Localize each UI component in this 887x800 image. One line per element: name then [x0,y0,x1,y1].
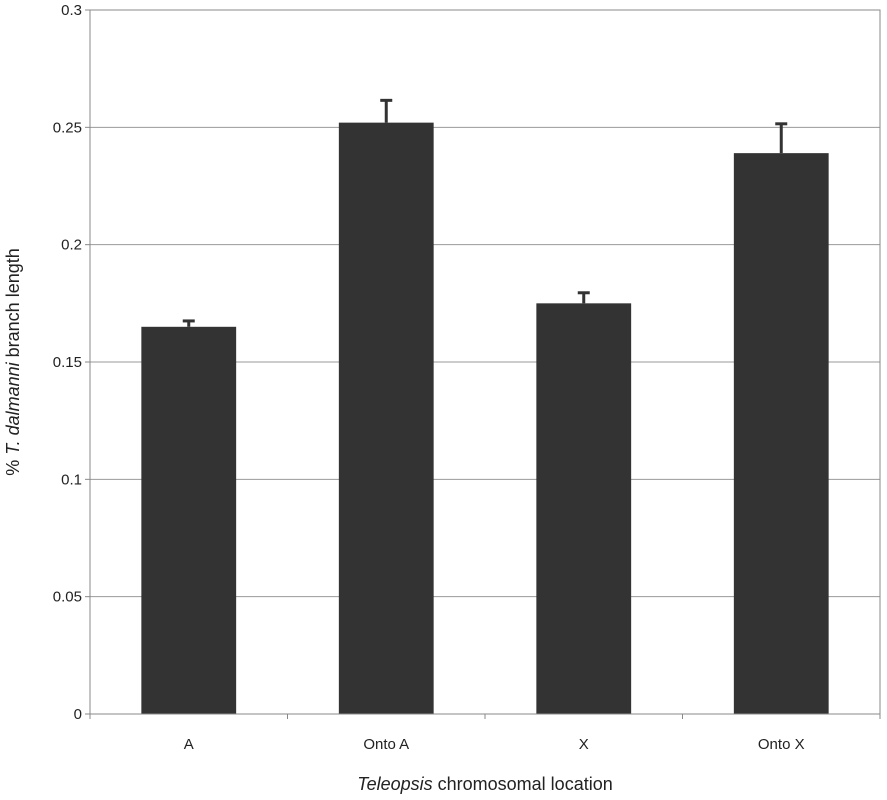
y-tick-label: 0.15 [53,354,82,371]
y-axis-label: % T. dalmanni branch length [3,248,23,476]
bar [536,303,632,714]
x-axis-label: Teleopsis chromosomal location [357,774,612,794]
x-ticks: A Onto A X Onto X [89,714,881,753]
y-axis-label-rest: branch length [3,248,23,362]
bars [141,122,829,714]
x-tick-label: X [579,736,589,753]
x-axis-label-rest: chromosomal location [433,774,613,794]
y-axis-label-italic: T. dalmanni [3,361,23,454]
error-bars [182,98,788,327]
y-axis-ticks: 0 0.05 0.1 0.15 0.2 0.25 0.3 [53,2,90,723]
y-tick-label: 0.25 [53,119,82,136]
y-tick-label: 0.3 [61,2,82,19]
y-tick-label: 0 [74,706,82,723]
bar [141,326,237,714]
x-tick-label: Onto A [363,736,409,753]
bar [733,153,829,714]
y-tick-label: 0.2 [61,237,82,254]
x-tick-label: A [184,736,194,753]
y-axis-label-pre: % [3,455,23,476]
x-tick-label: Onto X [758,736,805,753]
y-tick-label: 0.05 [53,589,82,606]
bar [338,122,434,714]
y-tick-label: 0.1 [61,471,82,488]
x-axis-label-italic: Teleopsis [357,774,432,794]
